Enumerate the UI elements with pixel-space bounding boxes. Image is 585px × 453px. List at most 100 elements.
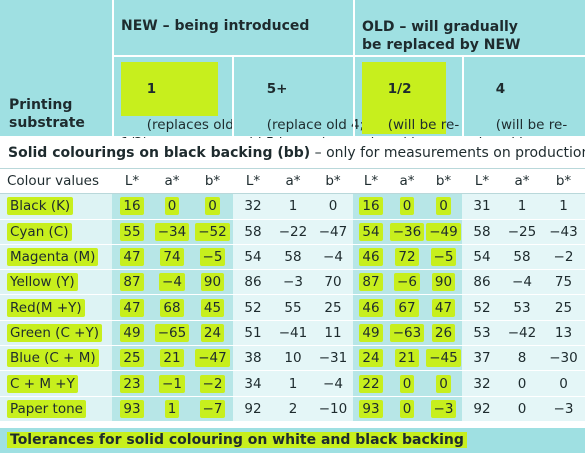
cell-value: 0 xyxy=(436,197,451,216)
value-cell: 24 xyxy=(353,345,389,372)
value-cell: −7 xyxy=(192,396,233,422)
cell-value: −4 xyxy=(323,249,343,266)
divider xyxy=(112,0,114,136)
row-label-cell: Blue (C + M) xyxy=(0,345,112,372)
cell-value: 68 xyxy=(160,298,184,317)
cell-value: 25 xyxy=(324,299,342,316)
table-row: Green (C +Y) 49 −65 24 51 −41 11 49 −63 26 53 −42 13 xyxy=(0,320,585,347)
value-cell: −30 xyxy=(542,345,585,372)
cell-value: 47 xyxy=(431,298,456,317)
tolerances-heading: Tolerances for solid colouring on white … xyxy=(0,428,585,453)
column-header: L* xyxy=(112,169,152,195)
cell-value: −2 xyxy=(199,374,226,393)
value-cell: 10 xyxy=(273,345,313,372)
table-row: Cyan (C) 55 −34 −52 58 −22 −47 54 −36 −49 58 −25 −43 xyxy=(0,219,585,245)
value-cell: −47 xyxy=(313,219,353,245)
value-cell: −52 xyxy=(192,219,233,245)
value-cell: 58 xyxy=(233,219,273,245)
printing-substrate-label: Printing substrate xyxy=(9,97,85,131)
cell-value: −5 xyxy=(430,248,457,267)
value-cell: 16 xyxy=(353,193,389,220)
cell-value: 54 xyxy=(473,249,491,266)
cell-value: 0 xyxy=(399,374,415,393)
cell-value: 0 xyxy=(517,375,527,392)
column-header: b* xyxy=(425,169,462,195)
cell-value: −7 xyxy=(199,399,226,418)
value-cell: 58 xyxy=(502,244,542,271)
value-cell: 90 xyxy=(425,269,462,296)
value-cell: −4 xyxy=(152,269,192,296)
cell-value: −36 xyxy=(389,222,425,241)
cell-value: 93 xyxy=(359,399,383,418)
cell-value: −6 xyxy=(394,273,420,292)
value-cell: 92 xyxy=(462,396,502,422)
value-cell: 0 xyxy=(389,396,425,422)
value-cell: 54 xyxy=(462,244,502,271)
cell-value: 0 xyxy=(328,198,338,215)
value-cell: 45 xyxy=(192,294,233,321)
table-row: Paper tone 93 1 −7 92 2 −10 93 0 −3 92 0 −3 xyxy=(0,396,585,422)
row-label-cell: Black (K) xyxy=(0,193,112,220)
value-cell: −3 xyxy=(425,396,462,422)
cell-value: 11 xyxy=(324,324,342,341)
option-title: 1/2 xyxy=(387,81,412,97)
option-title: 1 xyxy=(146,81,157,97)
cell-value: 70 xyxy=(324,274,342,291)
value-cell: −42 xyxy=(502,320,542,347)
value-cell: 26 xyxy=(425,320,462,347)
value-cell: 92 xyxy=(233,396,273,422)
value-cell: 47 xyxy=(112,294,152,321)
value-cell: −25 xyxy=(502,219,542,245)
value-cell: 52 xyxy=(462,294,502,321)
value-cell: 37 xyxy=(462,345,502,372)
value-cell: −1 xyxy=(152,370,192,397)
row-label: C + M +Y xyxy=(7,374,78,393)
value-cell: −63 xyxy=(389,320,425,347)
cell-value: −1 xyxy=(159,374,185,393)
cell-value: −4 xyxy=(159,273,185,292)
value-cell: 25 xyxy=(112,345,152,372)
value-cell: −45 xyxy=(425,345,462,372)
value-cell: 0 xyxy=(425,370,462,397)
cell-value: 47 xyxy=(120,248,144,267)
row-label-cell: Yellow (Y) xyxy=(0,269,112,296)
old-group-title: OLD – will gradually be replaced by NEW xyxy=(362,19,521,53)
value-cell: −65 xyxy=(152,320,192,347)
value-cell: 0 xyxy=(389,193,425,220)
cell-value: 58 xyxy=(244,223,262,240)
value-cell: −3 xyxy=(542,396,585,422)
value-cell: 24 xyxy=(192,320,233,347)
new-group-title: NEW – being introduced xyxy=(121,18,310,34)
value-cell: −43 xyxy=(542,219,585,245)
cell-value: 53 xyxy=(513,299,531,316)
row-label-cell: Red(M +Y) xyxy=(0,294,112,321)
cell-value: 37 xyxy=(473,350,491,367)
value-cell: 55 xyxy=(112,219,152,245)
table-row: Magenta (M) 47 74 −5 54 58 −4 46 72 −5 54 58 −2 xyxy=(0,244,585,271)
value-cell: −4 xyxy=(313,244,353,271)
cell-value: 53 xyxy=(473,324,491,341)
divider xyxy=(353,0,355,136)
cell-value: 86 xyxy=(244,274,262,291)
cell-value: −34 xyxy=(154,222,190,241)
cell-value: 52 xyxy=(244,299,262,316)
cell-value: 90 xyxy=(200,273,225,292)
divider xyxy=(112,55,585,57)
cell-value: 1 xyxy=(517,198,527,215)
cell-value: −47 xyxy=(318,223,348,240)
value-cell: −36 xyxy=(389,219,425,245)
cell-value: 55 xyxy=(284,299,302,316)
cell-value: 21 xyxy=(395,349,419,368)
cell-value: 51 xyxy=(244,324,262,341)
option-1-2: 1/2 (will be re- placed by new 1) xyxy=(362,62,459,169)
cell-value: 16 xyxy=(359,197,383,216)
column-header: a* xyxy=(152,169,192,195)
table-row: Black (K) 16 0 0 32 1 0 16 0 0 31 1 1 xyxy=(0,193,585,220)
value-cell: 1 xyxy=(152,396,192,422)
cell-value: 47 xyxy=(120,298,144,317)
divider xyxy=(232,56,234,136)
cell-value: −3 xyxy=(553,400,574,417)
cell-value: 0 xyxy=(164,197,180,216)
value-cell: 0 xyxy=(502,370,542,397)
